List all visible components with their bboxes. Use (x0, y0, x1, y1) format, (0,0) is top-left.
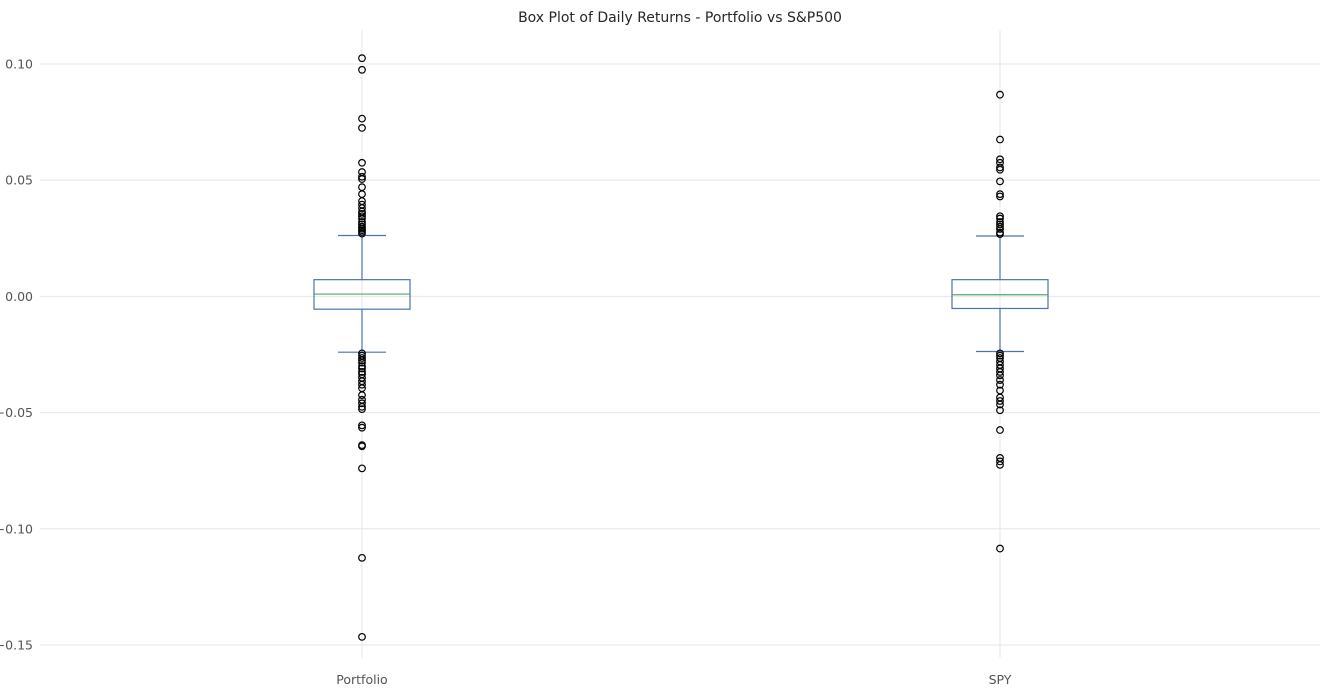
outlier-point (996, 349, 1004, 358)
outlier-point (358, 54, 366, 63)
outlier-point (358, 209, 366, 218)
box-spy (951, 90, 1049, 553)
y-axis-tick-labels: 0.10 0.05 0.00 −0.05 −0.10 −0.15 (0, 57, 33, 653)
outlier-point (996, 544, 1004, 553)
outlier-point (358, 399, 366, 408)
outlier-point (358, 368, 366, 376)
outlier-point (358, 380, 366, 389)
iqr-box (951, 279, 1049, 310)
outlier-point (358, 391, 366, 400)
outlier-point (996, 177, 1004, 186)
outlier-point (996, 90, 1004, 99)
x-axis-category-labels: Portfolio SPY (336, 672, 1011, 687)
outlier-point (358, 229, 366, 238)
outlier-point (996, 376, 1004, 384)
outlier-point (358, 158, 366, 167)
outlier-point (358, 402, 366, 411)
outlier-point (358, 214, 366, 223)
outlier-point (358, 362, 366, 371)
outlier-point (358, 65, 366, 74)
outlier-point (996, 222, 1004, 231)
y-tick-label: −0.10 (0, 521, 33, 536)
outlier-point (996, 192, 1004, 201)
outlier-point (996, 368, 1004, 376)
outlier-point (996, 135, 1004, 144)
outlier-point (358, 553, 366, 562)
x-category-label: Portfolio (336, 672, 387, 687)
gridlines (40, 30, 1320, 658)
outlier-point (358, 632, 366, 641)
outlier-point (996, 165, 1004, 174)
outlier-point (996, 212, 1004, 221)
outlier-point (358, 220, 366, 229)
outlier-point (996, 371, 1004, 380)
outlier-point (358, 175, 366, 183)
outlier-point (358, 354, 366, 362)
outlier-point (996, 214, 1004, 223)
outlier-point (358, 172, 366, 181)
chart-title: Box Plot of Daily Returns - Portfolio vs… (518, 10, 842, 26)
outlier-point (996, 190, 1004, 199)
outlier-point (358, 356, 366, 365)
outlier-point (358, 464, 366, 473)
outlier-point (996, 155, 1004, 164)
outlier-point (358, 364, 366, 373)
outlier-point (996, 426, 1004, 434)
outlier-point (996, 380, 1004, 389)
outlier-point (358, 405, 366, 414)
outlier-point (996, 400, 1004, 409)
y-tick-label: 0.00 (5, 289, 33, 304)
outlier-point (996, 406, 1004, 415)
outlier-point (996, 225, 1004, 233)
outlier-point (358, 358, 366, 367)
x-category-label: SPY (989, 672, 1012, 687)
outlier-point (996, 351, 1004, 360)
outlier-point (996, 220, 1004, 229)
y-tick-label: −0.15 (0, 638, 33, 653)
outlier-point (358, 442, 366, 451)
outlier-point (358, 114, 366, 123)
box-portfolio (313, 54, 411, 641)
y-tick-label: 0.05 (5, 173, 33, 188)
outlier-point (358, 204, 366, 212)
outlier-point (358, 212, 366, 221)
outlier-point (996, 230, 1004, 239)
box-series (313, 54, 1049, 641)
outlier-point (358, 124, 366, 132)
outlier-point (358, 421, 366, 430)
y-tick-label: 0.10 (5, 57, 33, 72)
y-tick-label: −0.05 (0, 405, 33, 420)
outlier-point (996, 397, 1004, 405)
outlier-point (358, 423, 366, 432)
outlier-point (996, 457, 1004, 466)
outlier-point (996, 460, 1004, 469)
outlier-point (996, 163, 1004, 172)
